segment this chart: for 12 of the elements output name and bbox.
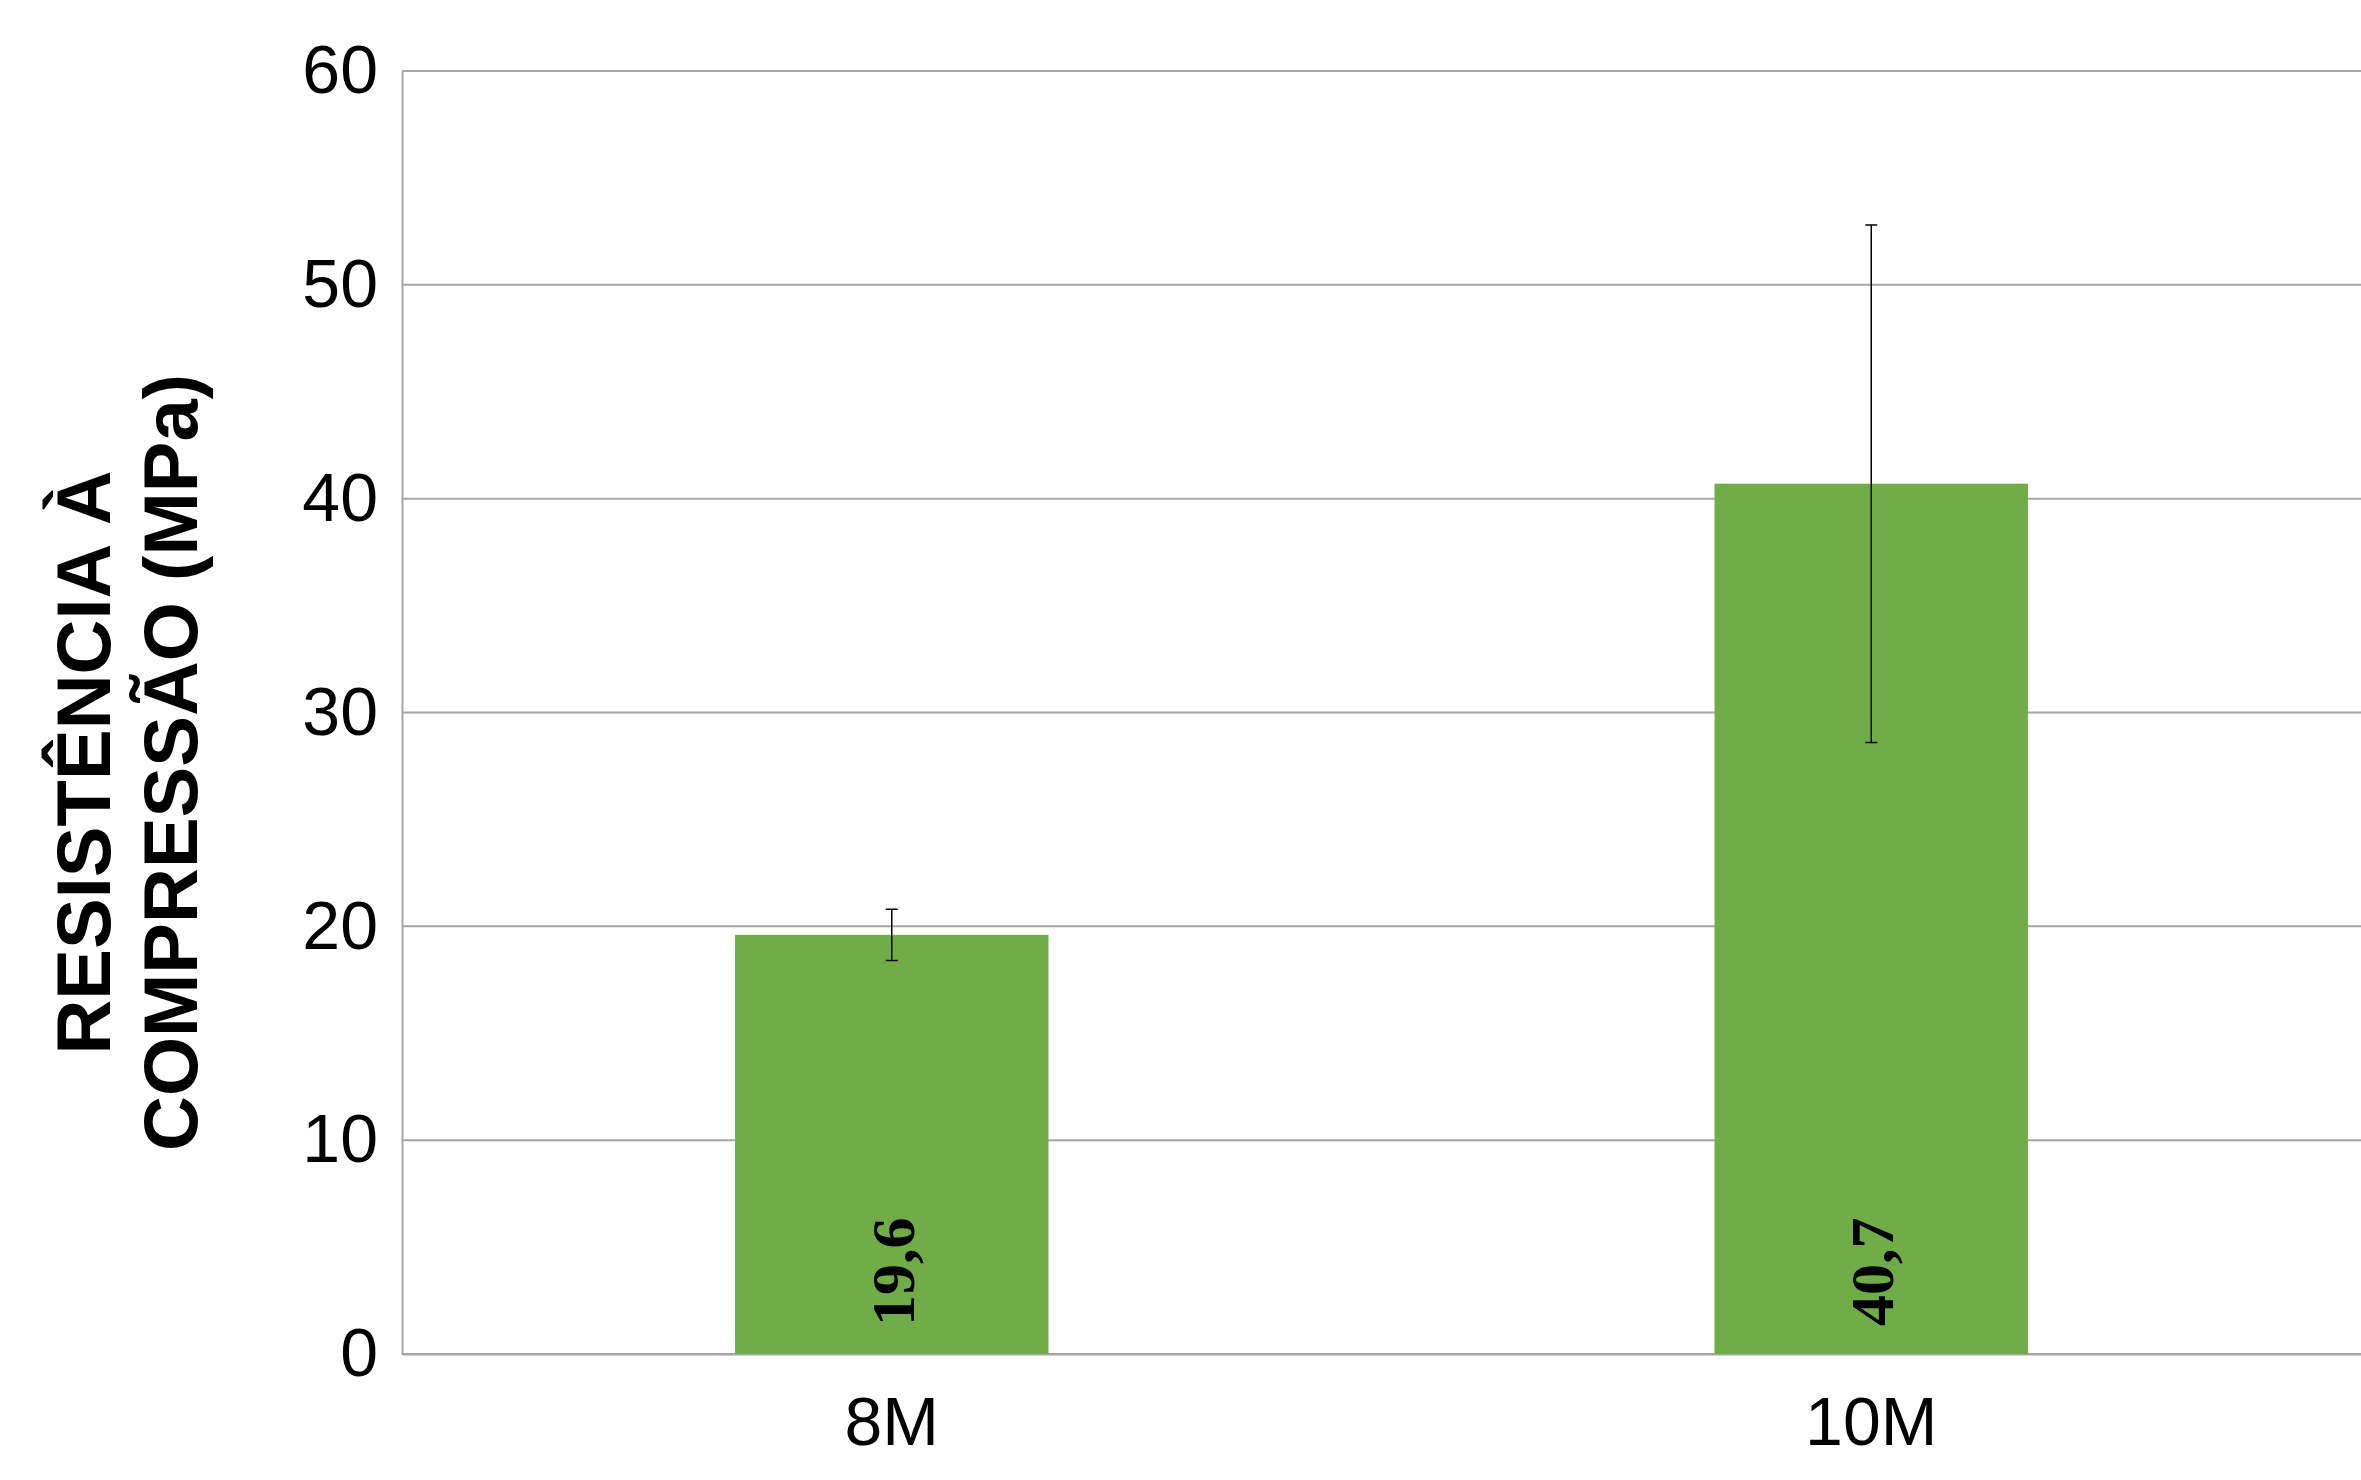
x-tick-label: 8M [844, 1383, 939, 1460]
y-tick-label: 30 [302, 672, 378, 749]
y-tick-label: 20 [302, 886, 378, 963]
y-tick-label: 0 [340, 1314, 378, 1391]
y-tick-label: 40 [302, 458, 378, 535]
y-tick-label: 60 [302, 31, 378, 108]
y-tick-label: 50 [302, 245, 378, 322]
data-label: 19,6 [858, 1217, 927, 1326]
y-tick-label: 10 [302, 1100, 378, 1177]
data-label: 40,7 [1838, 1217, 1907, 1326]
x-tick-label: 10M [1805, 1383, 1938, 1460]
y-axis-title: RESISTÊNCIA À COMPRESSÃO (MPa) [41, 374, 214, 1151]
